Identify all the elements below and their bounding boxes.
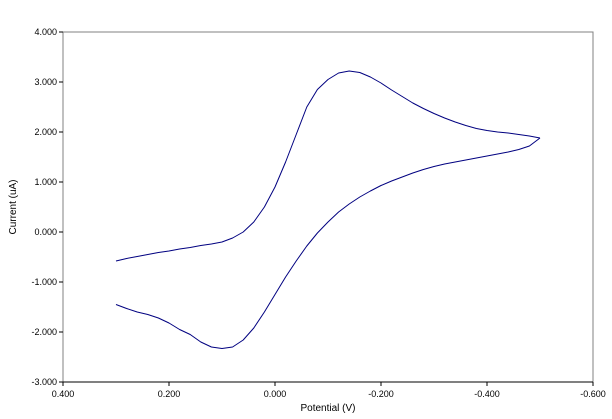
- reverse-scan-line: [115, 137, 541, 349]
- y-axis-title: Current (uA): [8, 179, 19, 234]
- y-tick-label: -3.000: [31, 377, 57, 387]
- y-tick-label: 3.000: [34, 77, 57, 87]
- y-tick-label: 4.000: [34, 27, 57, 37]
- x-tick-label: 0.200: [158, 389, 181, 399]
- x-tick-label: -0.600: [580, 389, 606, 399]
- x-tick-label: -0.400: [474, 389, 500, 399]
- x-axis-title: Potential (V): [300, 403, 355, 414]
- x-tick-label: 0.400: [52, 389, 75, 399]
- y-tick-label: 2.000: [34, 127, 57, 137]
- y-tick-label: 0.000: [34, 227, 57, 237]
- y-tick-label: 1.000: [34, 177, 57, 187]
- x-tick-label: -0.200: [368, 389, 394, 399]
- y-tick-label: -1.000: [31, 277, 57, 287]
- x-tick-label: 0.000: [264, 389, 287, 399]
- forward-scan-line: [115, 70, 541, 262]
- plot-area: [62, 31, 594, 383]
- y-tick-label: -2.000: [31, 327, 57, 337]
- x-axis-ticks: 0.400 0.200 0.000 -0.200 -0.400 -0.600: [52, 382, 606, 399]
- y-axis-ticks: 4.000 3.000 2.000 1.000 0.000 -1.000 -2.000 -3.…: [31, 27, 63, 387]
- series-group: [115, 70, 541, 349]
